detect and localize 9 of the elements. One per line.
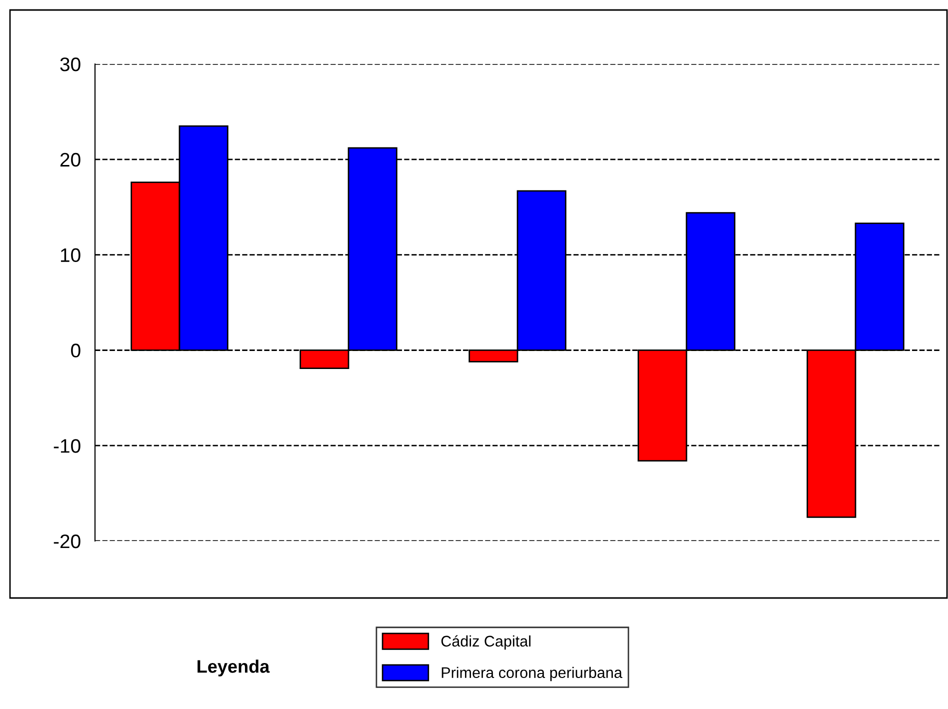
y-tick-label: -10 [54,439,80,453]
legend-label: Primera corona periurbana [442,666,622,682]
y-tick-label: -20 [54,534,80,548]
y-tick-label: 0 [71,344,80,358]
y-tick-label: 30 [60,57,80,72]
legend-label: Cádiz Capital [441,635,530,650]
y-tick-label: 20 [60,152,80,167]
y-tick-label: 10 [60,248,80,262]
legend-title: Leyenda [198,660,270,676]
